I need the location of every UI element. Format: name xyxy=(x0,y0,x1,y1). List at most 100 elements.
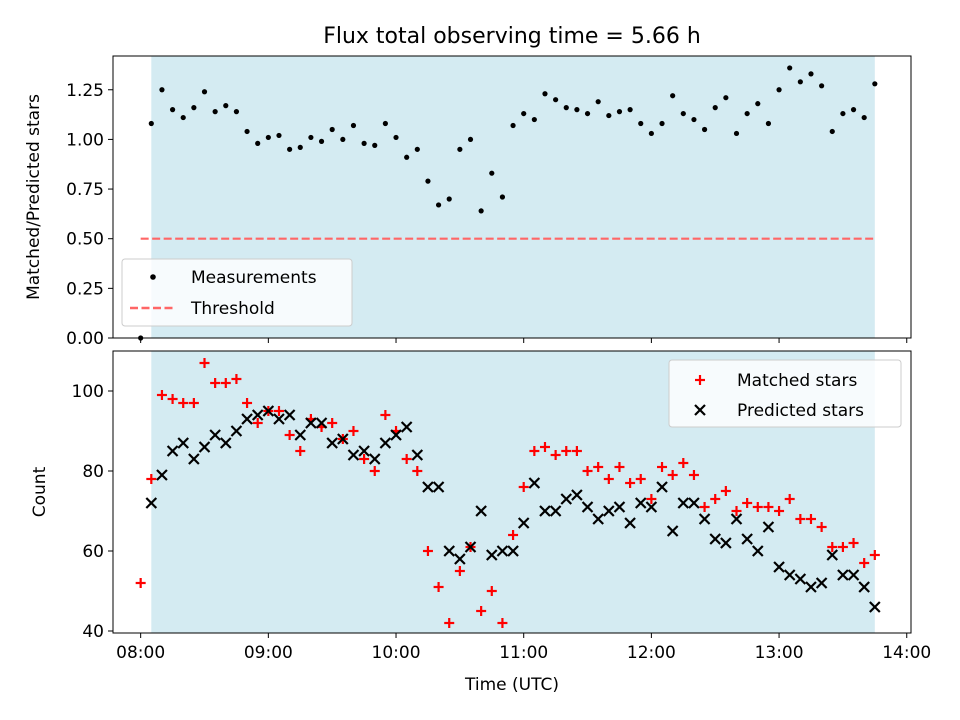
matched-stars-point xyxy=(657,462,668,472)
bottom-ticks: 40 60 80 100 08:00 09:00 10:00 11:00 12:00 13:00 1… xyxy=(72,382,932,663)
predicted-stars-point xyxy=(209,429,221,441)
predicted-stars-point xyxy=(837,569,849,581)
measurement-point xyxy=(840,110,846,117)
matched-stars-point xyxy=(625,478,636,488)
predicted-stars-point xyxy=(730,513,743,525)
predicted-stars-point xyxy=(517,517,530,529)
matched-stars-point xyxy=(688,470,699,480)
measurement-point xyxy=(244,128,250,135)
x-axis-label: Time (UTC) xyxy=(464,675,559,695)
matched-stars-point xyxy=(273,406,284,416)
legend-label-matched-stars: Matched stars xyxy=(737,371,857,391)
predicted-stars-point xyxy=(156,469,168,481)
predicted-stars-point xyxy=(688,497,700,509)
matched-stars-point xyxy=(156,390,167,400)
predicted-stars-point xyxy=(869,601,881,613)
matched-stars-point xyxy=(859,558,870,568)
matched-stars-point xyxy=(135,578,146,588)
matched-stars-point xyxy=(444,618,455,628)
matched-stars-point xyxy=(486,586,497,596)
matched-stars-point xyxy=(242,398,253,408)
matched-stars-point xyxy=(508,530,519,540)
matched-stars-point xyxy=(614,462,625,472)
predicted-stars-point xyxy=(230,425,243,437)
predicted-stars-point xyxy=(422,481,434,493)
predicted-stars-point xyxy=(752,545,764,557)
measurement-point xyxy=(872,81,878,87)
predicted-stars-point xyxy=(741,533,753,545)
measurement-point xyxy=(361,140,367,146)
matched-stars-point xyxy=(561,446,572,456)
predicted-stars-point xyxy=(475,505,487,517)
top-panel: 0.00 0.25 0.50 0.75 1.00 1.25 Flux total obse… xyxy=(24,24,912,349)
predicted-stars-point xyxy=(443,545,456,557)
measurement-point xyxy=(542,91,548,97)
predicted-stars-point xyxy=(241,413,253,425)
measurement-point xyxy=(318,138,325,144)
measurement-point xyxy=(340,136,346,143)
matched-stars-point xyxy=(635,474,646,484)
predicted-stars-point xyxy=(220,437,232,449)
matched-stars-point xyxy=(167,394,178,404)
measurement-point xyxy=(467,136,474,143)
measurement-point xyxy=(670,93,676,99)
predicted-stars-point xyxy=(603,505,615,517)
predicted-stars-point xyxy=(815,577,828,589)
measurement-point xyxy=(680,110,686,117)
measurement-point xyxy=(457,146,463,152)
matched-stars-point xyxy=(412,466,423,476)
matched-stars-point xyxy=(646,494,657,504)
measurement-point xyxy=(191,105,197,111)
measurement-point xyxy=(425,178,431,184)
predicted-stars-point xyxy=(528,477,541,489)
matched-stars-point xyxy=(295,446,306,456)
predicted-stars-point xyxy=(166,445,179,457)
bottom-x-tick-label: 14:00 xyxy=(882,643,931,663)
matched-stars-point xyxy=(837,542,848,552)
measurement-point xyxy=(435,202,442,208)
matched-stars-point xyxy=(476,606,487,616)
predicted-stars-point xyxy=(145,497,158,509)
measurement-point xyxy=(297,144,303,150)
predicted-stars-point xyxy=(496,545,509,557)
measurement-point xyxy=(574,107,580,113)
measurement-point xyxy=(627,107,633,113)
bottom-legend-box xyxy=(668,359,902,428)
bottom-x-tick-label: 12:00 xyxy=(627,643,676,663)
predicted-stars-point xyxy=(581,501,594,513)
predicted-stars-point xyxy=(315,417,328,429)
top-y-tick-label: 0.00 xyxy=(66,329,104,349)
measurement-point xyxy=(808,71,814,77)
predicted-stars-point xyxy=(698,513,711,525)
predicted-stars-point xyxy=(464,541,477,553)
predicted-stars-point xyxy=(549,505,562,517)
predicted-stars-point xyxy=(677,497,690,509)
measurement-point xyxy=(648,130,654,137)
chart-title: Flux total observing time = 5.66 h xyxy=(323,24,701,49)
predicted-stars-point xyxy=(273,413,285,425)
top-y-tick-label: 0.50 xyxy=(66,230,104,250)
predicted-stars-point xyxy=(251,409,264,421)
measurement-point xyxy=(787,65,793,71)
measurement-point xyxy=(797,79,803,85)
legend-marker-measurements xyxy=(150,274,156,280)
measurement-point xyxy=(606,112,612,119)
measurement-point xyxy=(691,116,697,123)
measurement-point xyxy=(180,114,186,121)
matched-stars-point xyxy=(199,358,210,368)
matched-stars-point xyxy=(827,542,838,552)
predicted-stars-point xyxy=(847,569,860,581)
measurement-point xyxy=(276,132,282,139)
measurement-point xyxy=(765,120,772,127)
measurement-point xyxy=(212,109,218,115)
matched-stars-point xyxy=(422,546,433,556)
top-data-marks xyxy=(138,65,878,341)
measurement-point xyxy=(265,134,271,141)
measurement-point xyxy=(233,109,240,115)
measurement-point xyxy=(850,107,857,113)
predicted-stars-point xyxy=(198,441,211,453)
measurement-point xyxy=(372,142,378,148)
measurement-point xyxy=(744,110,750,117)
predicted-stars-point xyxy=(177,437,190,449)
matched-stars-point xyxy=(231,374,242,384)
